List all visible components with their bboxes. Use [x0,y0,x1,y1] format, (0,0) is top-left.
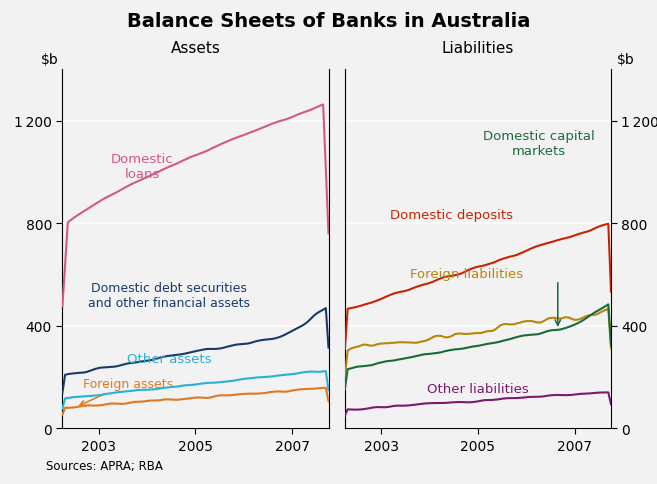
Text: Liabilities: Liabilities [442,41,514,56]
Text: Balance Sheets of Banks in Australia: Balance Sheets of Banks in Australia [127,12,530,31]
Text: Foreign assets: Foreign assets [80,377,173,406]
Text: $b: $b [41,53,59,67]
Text: Assets: Assets [171,41,220,56]
Text: $b: $b [617,53,635,67]
Text: Domestic capital
markets: Domestic capital markets [484,130,595,158]
Text: Domestic debt securities
and other financial assets: Domestic debt securities and other finan… [88,282,250,310]
Text: Domestic deposits: Domestic deposits [390,209,512,222]
Text: Other assets: Other assets [127,352,211,365]
Text: Foreign liabilities: Foreign liabilities [410,268,523,281]
Text: Other liabilities: Other liabilities [427,382,529,395]
Text: Sources: APRA; RBA: Sources: APRA; RBA [46,459,163,472]
Text: Domestic
loans: Domestic loans [111,153,173,181]
